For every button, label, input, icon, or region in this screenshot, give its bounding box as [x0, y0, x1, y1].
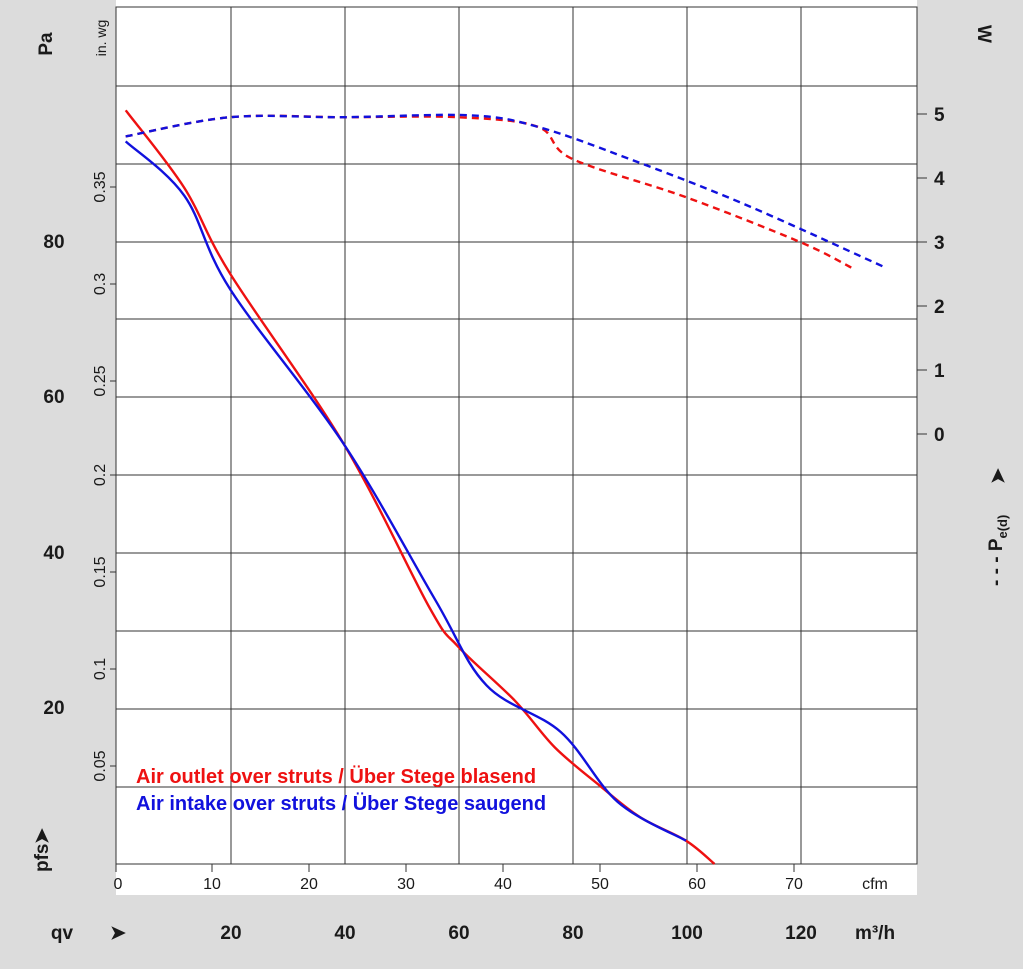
left-tick-label: 40	[43, 543, 64, 564]
left-axis-band	[0, 0, 116, 969]
m3h-unit: m³/h	[855, 923, 895, 944]
cfm-tick-label: 30	[397, 876, 415, 893]
bottom-axis-band	[0, 895, 1023, 969]
outlet-power-line	[125, 114, 852, 269]
right-tick-label: 5	[934, 105, 945, 126]
m3h-tick-label: 120	[785, 923, 817, 944]
curves	[124, 109, 886, 865]
right-tick-label: 0	[934, 425, 945, 446]
inner-tick-label: 0.15	[92, 556, 109, 587]
legend-intake: Air intake over struts / Über Stege saug…	[136, 792, 546, 815]
left-axis-arrow: ➤	[32, 828, 53, 844]
m3h-tick-label: 80	[562, 923, 583, 944]
svg-text:➤: ➤	[988, 468, 1009, 484]
qv-arrow: ➤	[110, 923, 126, 944]
inner-tick-label: 0.25	[92, 365, 109, 396]
cfm-unit: cfm	[862, 876, 888, 893]
right-tick-label: 2	[934, 297, 945, 318]
left-axis-symbol: pfs	[32, 844, 53, 873]
svg-text:- - - Pe(d): - - - Pe(d)	[986, 515, 1010, 586]
inner-tick-label: 0.3	[92, 273, 109, 295]
intake-power-line	[125, 113, 886, 269]
right-tick-label: 4	[934, 169, 945, 190]
right-axis-title: - - - Pe(d) ➤	[986, 468, 1010, 586]
inner-tick-label: 0.1	[92, 658, 109, 680]
m3h-tick-label: 20	[220, 923, 241, 944]
cfm-tick-label: 70	[785, 876, 803, 893]
right-axis-unit: W	[973, 25, 994, 43]
m3h-tick-label: 40	[334, 923, 355, 944]
left-tick-label: 60	[43, 387, 64, 408]
qv-symbol: qv	[51, 923, 74, 944]
intake-pressure-line	[124, 140, 687, 842]
m3h-tick-label: 100	[671, 923, 703, 944]
right-tick-label: 3	[934, 233, 945, 254]
cfm-tick-label: 0	[114, 876, 123, 893]
cfm-tick-label: 20	[300, 876, 318, 893]
right-axis-label: - - - P	[986, 538, 1007, 586]
cfm-tick-label: 40	[494, 876, 512, 893]
right-tick-label: 1	[934, 361, 945, 382]
inner-axis-unit: in. wg	[93, 20, 109, 57]
inner-tick-label: 0.05	[92, 750, 109, 781]
inner-tick-label: 0.2	[92, 464, 109, 486]
grid	[115, 6, 918, 865]
cfm-tick-label: 10	[203, 876, 221, 893]
right-axis-band	[917, 0, 1023, 969]
m3h-tick-label: 60	[448, 923, 469, 944]
axis-ticks	[110, 113, 927, 872]
cfm-tick-label: 60	[688, 876, 706, 893]
left-axis-unit: Pa	[36, 32, 57, 56]
outlet-pressure-line	[124, 109, 716, 865]
left-tick-label: 80	[43, 232, 64, 253]
inner-tick-label: 0.35	[92, 171, 109, 202]
right-axis-label-sub: e(d)	[995, 515, 1010, 539]
left-tick-label: 20	[43, 698, 64, 719]
legend-outlet: Air outlet over struts / Über Stege blas…	[136, 765, 536, 788]
cfm-tick-label: 50	[591, 876, 609, 893]
